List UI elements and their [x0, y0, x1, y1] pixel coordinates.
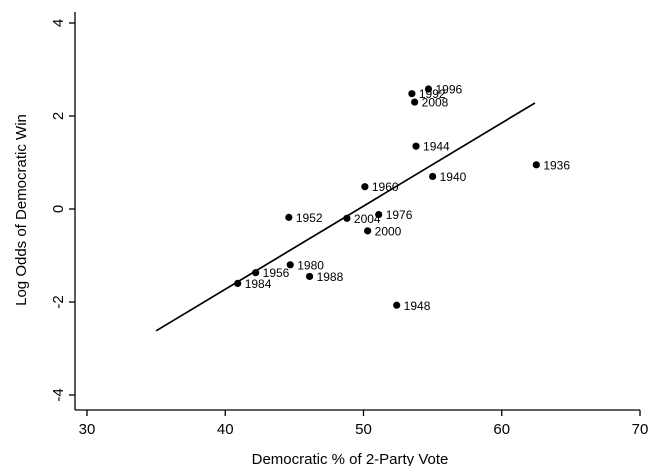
point-label: 1936 — [543, 158, 570, 172]
data-points: 1936 1940 1944 1948 1952 1956 1960 1976 1980 1984… — [234, 83, 570, 313]
data-point — [411, 98, 419, 106]
point-label: 1948 — [404, 299, 431, 313]
y-tick-label: 2 — [50, 112, 67, 120]
point-label: 2000 — [375, 224, 402, 238]
data-point — [285, 213, 293, 221]
point-label: 1980 — [297, 258, 324, 272]
x-axis-title: Democratic % of 2-Party Vote — [252, 451, 449, 466]
data-point — [286, 261, 294, 269]
point-label: 2004 — [354, 212, 381, 226]
data-point — [424, 85, 433, 93]
point-label: 1940 — [440, 170, 467, 184]
data-point — [234, 279, 242, 287]
point-label: 1988 — [317, 270, 344, 284]
y-tick-label: -4 — [50, 388, 67, 401]
x-tick-label: 70 — [632, 421, 648, 438]
y-axis-title: Log Odds of Democratic Win — [13, 114, 30, 306]
data-point — [343, 214, 351, 222]
point-label: 1960 — [372, 180, 399, 194]
y-tick-label: -2 — [50, 295, 67, 308]
data-point — [429, 172, 437, 181]
data-point — [364, 227, 372, 235]
x-tick-label: 40 — [217, 421, 234, 438]
data-point — [375, 210, 383, 219]
data-point — [532, 161, 540, 169]
data-point — [361, 183, 369, 191]
point-label: 1976 — [386, 208, 413, 222]
data-point — [408, 90, 416, 98]
axes — [74, 12, 640, 411]
data-point — [393, 301, 401, 309]
point-label: 1956 — [263, 266, 290, 280]
axis-ticks: 30 40 50 60 70 4 2 0 -2 -4 — [50, 19, 648, 438]
data-point — [305, 272, 314, 281]
data-point — [412, 142, 420, 150]
x-tick-label: 30 — [79, 421, 96, 438]
x-tick-label: 60 — [493, 421, 510, 438]
point-label: 1952 — [296, 211, 323, 225]
point-label: 1944 — [423, 140, 450, 154]
point-label: 1984 — [245, 277, 272, 291]
point-label: 1996 — [435, 83, 462, 97]
point-label: 2008 — [422, 96, 449, 110]
x-tick-label: 50 — [355, 421, 372, 438]
data-point — [252, 269, 260, 277]
y-tick-label: 4 — [50, 19, 67, 27]
y-tick-label: 0 — [50, 205, 67, 213]
